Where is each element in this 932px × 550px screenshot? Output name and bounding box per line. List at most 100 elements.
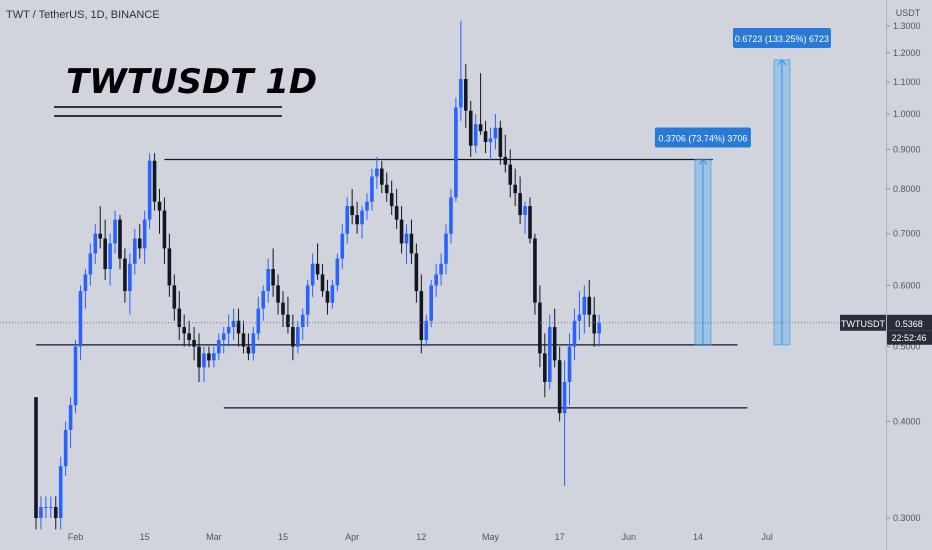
candle-body [152,160,157,202]
candle-body [98,233,103,239]
candle-body [221,333,226,340]
candle-body [113,219,117,244]
candle-body [271,269,275,286]
candle-body [384,184,389,194]
candle-body [483,131,488,143]
candle-body [251,333,256,354]
candle-body [286,314,290,328]
price-tick-label: 1.2000 [893,48,921,58]
candle-body [577,314,582,321]
candle-body [142,219,147,249]
candle-body [409,233,414,254]
candle-body [488,138,493,143]
time-tick-label: 17 [555,532,565,542]
candle-body [133,238,137,264]
candle-body [241,333,246,347]
candle-body [345,206,350,234]
candle-body [315,263,320,275]
headline: TWTUSDT 1D [66,62,317,102]
candle-body [424,320,429,340]
candle-body [39,506,43,518]
candle-body [246,346,251,354]
candle-body [197,346,201,368]
price-tick-label: 0.8000 [893,184,921,194]
candle-body [389,193,394,207]
candle-body [300,314,305,328]
candle-body [202,353,206,368]
candle-body [296,327,300,347]
candle-body [123,258,127,292]
candle-body [429,285,433,321]
candle-body [108,243,112,270]
candle-body [330,285,335,303]
candle-body [147,160,152,220]
countdown-timer: 22:52:46 [891,333,926,343]
candle-body [305,285,310,315]
candle-body [587,296,592,315]
candle-body [103,238,107,270]
candle-body [276,285,280,303]
candle-body [310,263,315,286]
candle-body [281,302,285,315]
candle-body [478,124,483,132]
candle-body [543,353,547,382]
candle-body [216,339,221,354]
time-tick-label: 15 [140,532,150,542]
candle-body [468,110,473,146]
candle-body [157,201,162,211]
candle-body [212,353,216,361]
candle-body [266,269,270,292]
candle-body [207,353,211,361]
candle-body [34,397,38,518]
time-tick-label: May [482,532,500,542]
candle-body [399,219,404,244]
candle-body [562,381,567,414]
price-tick-label: 1.1000 [893,77,921,87]
last-price-symbol-badge [840,314,886,331]
candle-body [63,429,68,467]
time-tick-label: Jun [622,532,637,542]
candle-body [73,346,78,406]
measure-label: 0.6723 (133.25%) 6723 [735,34,829,44]
candle-body [162,210,167,249]
time-tick-label: 15 [278,532,288,542]
time-tick-label: Jul [761,532,773,542]
candle-body [118,219,122,259]
candle-body [449,197,453,234]
candle-body [172,285,177,309]
price-tick-label: 1.0000 [893,109,921,119]
candle-body [256,308,261,334]
candle-body [567,346,572,382]
candle-body [439,263,443,275]
candle-body [404,233,409,244]
candle-body [192,339,196,347]
candle-body [547,327,552,382]
measure-label-box [732,27,831,48]
candle-body [93,233,98,254]
price-tick-label: 0.5000 [893,342,921,352]
price-tick-label: 0.9000 [893,144,921,154]
candle-body [394,206,399,220]
candle-body [493,127,498,139]
candle-body [128,263,132,292]
candle-body [592,314,597,334]
candle-body [88,253,93,275]
candle-body [434,274,438,286]
candle-body [231,320,236,328]
candle-body [498,127,503,157]
candle-body [597,322,601,334]
price-tick-label: 0.6000 [893,280,921,290]
candle-body [350,206,354,216]
candle-body [572,320,577,347]
candle-body [325,291,330,303]
candle-body [365,201,369,211]
candle-body [444,233,448,264]
candle-body [68,405,73,430]
time-tick-label: 12 [416,532,426,542]
candle-body [528,206,532,239]
measure-arrow-head [777,59,787,66]
candle-body [335,258,340,286]
candle-body [503,156,508,165]
